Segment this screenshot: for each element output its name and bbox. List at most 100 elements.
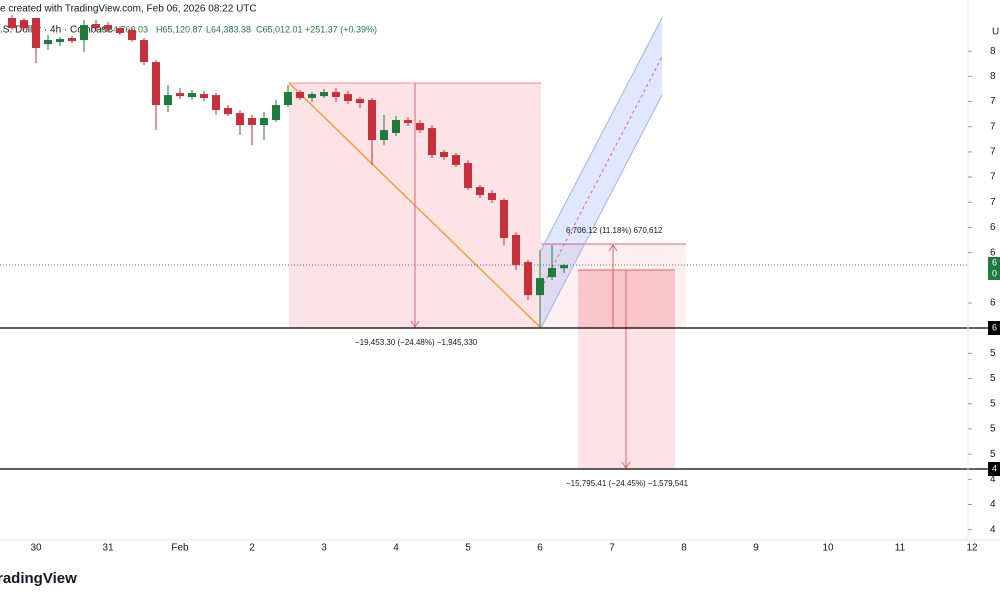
y-axis-label: U xyxy=(992,27,999,38)
candle-body xyxy=(536,278,544,296)
candle-body xyxy=(20,20,28,29)
candle-body xyxy=(416,123,424,131)
candle-body xyxy=(560,265,568,269)
candle-body xyxy=(248,117,256,126)
y-tick-label: 7 xyxy=(990,172,996,183)
candle-body xyxy=(320,92,328,97)
x-tick-label: 11 xyxy=(895,543,906,554)
candle-body xyxy=(176,93,184,97)
y-tick-label: 5 xyxy=(990,373,996,384)
candle-body xyxy=(32,18,40,48)
candle-body xyxy=(104,25,112,30)
candle-body xyxy=(344,94,352,101)
candle-body xyxy=(368,99,376,141)
candle-body xyxy=(452,155,460,165)
candle-body xyxy=(272,105,280,121)
candle-body xyxy=(116,28,124,33)
x-tick-label: 9 xyxy=(753,543,759,554)
candle-body xyxy=(476,187,484,196)
target-tag xyxy=(988,462,1000,476)
candle-body xyxy=(260,117,268,126)
candle-body xyxy=(464,163,472,189)
x-tick-label: 12 xyxy=(966,543,978,554)
ohlc-close: C65,012.01 xyxy=(256,24,303,34)
current-tag xyxy=(988,257,1000,280)
y-tick-label: 5 xyxy=(990,348,996,359)
candle-body xyxy=(140,40,148,63)
candle-body xyxy=(284,92,292,106)
candle-body xyxy=(308,94,316,98)
candle-body xyxy=(164,95,172,106)
x-tick-label: 3 xyxy=(321,543,327,554)
y-tick-label: 6 xyxy=(990,247,996,258)
y-tick-label: 7 xyxy=(990,96,996,107)
x-tick-label: 10 xyxy=(822,543,834,554)
candle-body xyxy=(440,152,448,158)
candle-body xyxy=(404,120,412,124)
ohlc-low: L64,383.38 xyxy=(206,24,251,34)
x-tick-label: Feb xyxy=(171,543,189,554)
rebound-label: 6,706.12 (11.18%) 670,612 xyxy=(566,226,663,235)
candle-body xyxy=(188,93,196,98)
candle-body xyxy=(332,92,340,97)
drop-label: −19,453.30 (−24.48%) −1,945,330 xyxy=(355,338,478,347)
y-tick-label: 4 xyxy=(990,524,996,535)
x-tick-label: 7 xyxy=(609,543,615,554)
y-tick-label: 5 xyxy=(990,398,996,409)
channel-fill xyxy=(541,18,662,328)
y-tick-label: 8 xyxy=(990,71,996,82)
x-tick-label: 4 xyxy=(393,543,399,554)
projection-label: −15,795.41 (−24.45%) −1,579,541 xyxy=(566,479,689,488)
x-tick-label: 30 xyxy=(30,543,42,554)
y-tick-label: 7 xyxy=(990,147,996,158)
candle-body xyxy=(488,193,496,200)
candle-body xyxy=(56,39,64,43)
channel-lower xyxy=(540,94,663,329)
candle-body xyxy=(500,199,508,239)
drop-arrow-head xyxy=(410,320,420,328)
x-tick-label: 5 xyxy=(465,543,471,554)
candle-body xyxy=(296,92,304,98)
channel-mid xyxy=(540,56,663,290)
channel-upper xyxy=(540,17,663,251)
candle-body xyxy=(128,30,136,41)
y-tick-label: 5 xyxy=(990,424,996,435)
candle-body xyxy=(548,267,556,278)
x-tick-label: 6 xyxy=(537,543,543,554)
candle-body xyxy=(68,38,76,42)
candle-body xyxy=(212,95,220,111)
y-tick-label: 7 xyxy=(990,121,996,132)
target-tag-label: 4 xyxy=(992,463,997,473)
rebound-arrow-head xyxy=(608,244,618,252)
candle-body xyxy=(512,234,520,265)
candle-body xyxy=(380,130,388,141)
y-tick-label: 8 xyxy=(990,46,996,57)
candle-body xyxy=(236,113,244,126)
candle-body xyxy=(524,262,532,296)
candle-body xyxy=(392,120,400,133)
support-tag xyxy=(988,321,1000,335)
y-tick-label: 4 xyxy=(990,474,996,485)
x-tick-label: 8 xyxy=(681,543,687,554)
candle-body xyxy=(224,108,232,115)
candle-body xyxy=(44,40,52,45)
source: e created with TradingView.com, Feb 06, … xyxy=(0,4,257,15)
candle-body xyxy=(428,128,436,156)
support-tag-label: 6 xyxy=(992,322,997,332)
logo: radingView xyxy=(0,570,77,587)
projection-arrow-head xyxy=(621,461,631,469)
current-tag-bottom: 0 xyxy=(992,268,997,278)
candle-body xyxy=(8,18,16,29)
candle-body xyxy=(152,62,160,106)
candle-body xyxy=(356,98,364,104)
ohlc-open: O64,760.03 xyxy=(101,24,148,34)
x-tick-label: 2 xyxy=(249,543,255,554)
y-tick-label: 4 xyxy=(990,499,996,510)
ohlc-change: +251.37 (+0.39%) xyxy=(305,24,377,34)
y-tick-label: 7 xyxy=(990,197,996,208)
candle-body xyxy=(80,25,88,41)
candle-body xyxy=(92,24,100,29)
symbol: .S. Dollar · 4h · Coinbase xyxy=(0,25,113,36)
